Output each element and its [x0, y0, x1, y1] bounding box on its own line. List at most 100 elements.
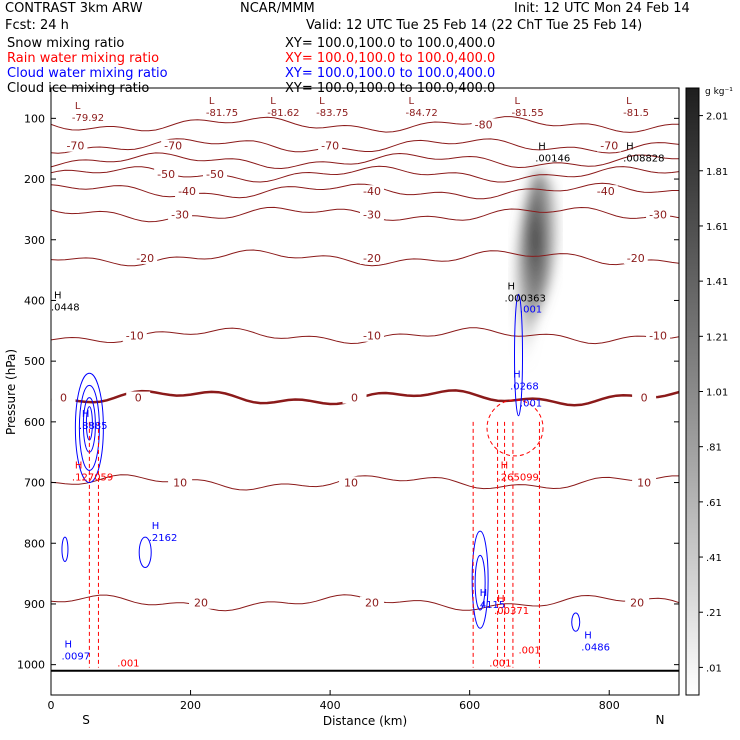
colorbar-unit: g kg⁻¹ [705, 87, 733, 97]
contour-value-label: .001 [117, 658, 139, 669]
isotherm--60 [51, 152, 679, 170]
isotherm-label-bg [189, 596, 214, 609]
x-tick-label: 800 [599, 699, 620, 712]
isotherm--40 [51, 182, 679, 200]
extremum-value: -84.72 [405, 108, 437, 119]
isotherm-label: 0 [135, 392, 142, 405]
x-tick-label: 400 [320, 699, 341, 712]
cloud-water-contour-left [78, 384, 100, 471]
y-tick-label: 700 [24, 477, 45, 490]
rain-contour [486, 399, 544, 457]
isotherm-label-bg [646, 208, 671, 221]
x-tick-label: 600 [459, 699, 480, 712]
extremum-value: .0448 [51, 302, 80, 313]
isotherm-label: -50 [206, 168, 224, 181]
cloud-water-contour [571, 612, 581, 632]
isotherm-label: -70 [600, 140, 618, 153]
snow-plume-shape [512, 169, 559, 404]
isotherm-label-bg [342, 391, 367, 404]
colorbar-tick-label: .01 [706, 663, 722, 674]
isotherm-label: 20 [365, 597, 379, 610]
cloud-water-contour-left [85, 406, 93, 441]
colorbar [685, 87, 700, 696]
isotherm-label: -30 [171, 208, 189, 221]
isotherm-label: -20 [136, 252, 154, 265]
isotherm-label-bg [154, 168, 179, 181]
cloud-water-contour [138, 536, 152, 569]
isotherm-label: -10 [126, 330, 144, 343]
valid-time: Valid: 12 UTC Tue 25 Feb 14 (22 ChT Tue … [306, 18, 643, 33]
isotherm-label-bg [175, 185, 200, 198]
isotherm-label: 20 [630, 597, 644, 610]
model-title: CONTRAST 3km ARW [5, 1, 143, 16]
isotherm-label: 10 [344, 477, 358, 490]
extremum-H: H [538, 142, 546, 153]
isotherm-label: -20 [363, 252, 381, 265]
cloud-water-contour [61, 536, 69, 562]
field-xy-snow: XY= 100.0,100.0 to 100.0,400.0 [285, 36, 496, 51]
isotherm-label-bg [359, 251, 384, 264]
extremum-H: H [513, 369, 521, 380]
contour-value-label: .001 [519, 646, 541, 657]
isotherm-label: -70 [164, 140, 182, 153]
isotherm-label: 10 [173, 477, 187, 490]
isotherm-label: 0 [60, 392, 67, 405]
extremum-L: L [515, 96, 521, 107]
y-tick-label: 500 [24, 355, 45, 368]
y-tick-label: 200 [24, 173, 45, 186]
cloud-water-contour-left [74, 372, 104, 484]
org-label: NCAR/MMM [240, 1, 315, 16]
field-name-snow: Snow mixing ratio [7, 36, 125, 51]
extremum-value: .00146 [535, 154, 570, 165]
plot-frame [50, 87, 680, 696]
extremum-value: .2162 [149, 533, 178, 544]
forecast-hour: Fcst: 24 h [5, 18, 69, 33]
isotherm-label-bg [63, 139, 88, 152]
extremum-H: H [64, 639, 72, 650]
isotherm-label-bg [597, 139, 622, 152]
y-tick-label: 300 [24, 234, 45, 247]
isotherm-label-bg [359, 208, 384, 221]
extremum-H: H [152, 521, 160, 532]
colorbar-tick-label: 2.01 [706, 112, 728, 123]
isotherm-label: -10 [363, 330, 381, 343]
x-axis-title: Distance (km) [323, 714, 407, 728]
extremum-value: .008828 [623, 154, 664, 165]
isotherm-label: -40 [597, 185, 615, 198]
field-xy-cloud-water: XY= 100.0,100.0 to 100.0,400.0 [285, 66, 496, 81]
isotherm-label-bg [359, 185, 384, 198]
isotherm--70 [51, 138, 679, 154]
field-name-cloud-water: Cloud water mixing ratio [7, 66, 168, 81]
extremum-value: .0268 [510, 381, 539, 392]
extremum-H: H [75, 460, 83, 471]
y-tick-label: 800 [24, 537, 45, 550]
y-tick-label: 900 [24, 598, 45, 611]
isotherm-label-bg [632, 476, 657, 489]
extremum-value: .000363 [505, 293, 546, 304]
isotherm-label: -40 [178, 185, 196, 198]
isotherm-label-bg [359, 329, 384, 342]
isotherm-label: 20 [194, 597, 208, 610]
isotherm-label-bg [168, 476, 193, 489]
isotherm-label: 0 [641, 392, 648, 405]
extremum-H: H [501, 460, 509, 471]
isotherm-label-bg [623, 251, 648, 264]
cloud-water-contour [471, 530, 489, 629]
isotherm-label-bg [339, 476, 364, 489]
isotherm-label: -20 [627, 252, 645, 265]
extremum-L: L [209, 96, 215, 107]
init-time: Init: 12 UTC Mon 24 Feb 14 [514, 1, 690, 16]
isotherm-label: 0 [351, 392, 358, 405]
north-label: N [656, 713, 665, 727]
cloud-water-contour [474, 554, 486, 611]
extremum-H: H [584, 630, 592, 641]
isotherm-label: -40 [363, 185, 381, 198]
colorbar-tick-label: .21 [706, 608, 722, 619]
south-label: S [82, 713, 90, 727]
contour-value-label: .001 [520, 399, 542, 410]
extremum-value: -79.92 [72, 113, 104, 124]
isotherm-label-bg [471, 118, 496, 131]
x-tick-label: 200 [180, 699, 201, 712]
contour-value-label: .001 [489, 658, 511, 669]
extremum-H: H [82, 409, 90, 420]
